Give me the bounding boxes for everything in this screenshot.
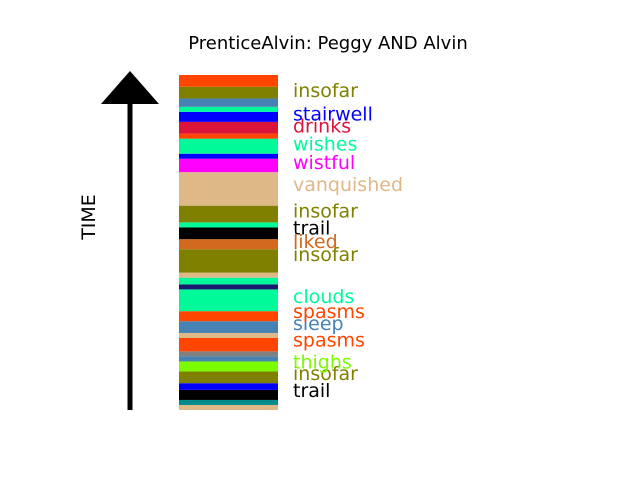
timeline-segment	[179, 383, 278, 390]
y-axis-label: TIME	[78, 194, 100, 241]
timeline-segment	[179, 222, 278, 228]
timeline-label: clouds	[293, 286, 354, 308]
chart-title: PrenticeAlvin: Peggy AND Alvin	[188, 33, 467, 54]
timeline-label: thighs	[293, 351, 352, 373]
timeline-segment	[179, 389, 278, 400]
timeline-label: insofar	[293, 201, 358, 223]
timeline-label: vanquished	[293, 174, 403, 196]
timeline-label: insofar	[293, 80, 358, 102]
timeline-segment	[179, 249, 278, 273]
timeline-segment	[179, 138, 278, 154]
timeline-segment	[179, 404, 278, 410]
timeline-segment	[179, 239, 278, 250]
timeline-segment	[179, 106, 278, 112]
timeline-segment	[179, 371, 278, 384]
timeline-segment	[179, 332, 278, 338]
timeline-segment	[179, 86, 278, 99]
timeline-label: trail	[293, 217, 330, 239]
timeline-segment	[179, 75, 278, 87]
timeline-segment	[179, 289, 278, 312]
timeline-segment	[179, 227, 278, 240]
timeline-label: wishes	[293, 134, 357, 156]
timeline-segment	[179, 351, 278, 357]
timeline-label: wistful	[293, 152, 355, 174]
timeline-segments	[179, 75, 278, 410]
timeline-label: trail	[293, 380, 330, 402]
timeline-label: sleep	[293, 313, 344, 335]
timeline-segment	[179, 311, 278, 322]
timeline-segment	[179, 121, 278, 134]
timeline-segment	[179, 98, 278, 107]
timeline-labels: trailinsofarthighsspasmssleepspasmscloud…	[293, 80, 403, 402]
timeline-label: insofar	[293, 244, 358, 266]
timeline-segment	[179, 158, 278, 173]
timeline-segment	[179, 205, 278, 223]
timeline-segment	[179, 399, 278, 405]
timeline-label: insofar	[293, 363, 358, 385]
timeline-segment	[179, 337, 278, 349]
timeline-segment	[179, 348, 278, 352]
timeline-label: liked	[293, 231, 338, 253]
timeline-label: spasms	[293, 301, 365, 323]
timeline-segment	[179, 361, 278, 372]
timeline-segment	[179, 133, 278, 139]
timeline-label: stairwell	[293, 104, 373, 126]
timeline-segment	[179, 111, 278, 122]
timeline-segment	[179, 172, 278, 206]
time-arrow-head	[101, 71, 159, 104]
time-axis	[101, 71, 159, 410]
timeline-label: drinks	[293, 115, 351, 137]
timeline-label: spasms	[293, 330, 365, 352]
timeline-segment	[179, 153, 278, 159]
timeline-segment	[179, 321, 278, 333]
timeline-segment	[179, 277, 278, 285]
timeline-segment	[179, 284, 278, 290]
timeline-segment	[179, 356, 278, 362]
timeline-segment	[179, 272, 278, 278]
